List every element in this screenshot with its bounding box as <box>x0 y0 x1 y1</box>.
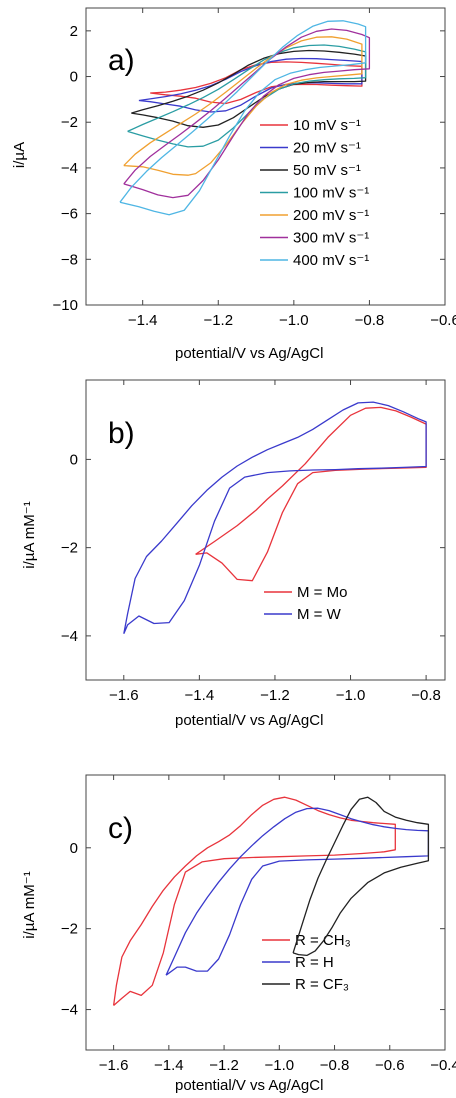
series-line-5 <box>123 36 363 176</box>
chart-panel-1: −1.4 −1.2 −1.0 −0.8 −0.6 2 0 −2 −4 −6 −8 −10 potenti… <box>11 7 456 362</box>
y-tick-label: −2 <box>61 540 78 557</box>
y-tick-label: 2 <box>70 23 78 40</box>
panel-label: b) <box>108 417 135 450</box>
x-tick-label: −1.4 <box>154 1057 184 1074</box>
x-tick-label: −0.8 <box>411 687 441 704</box>
series-line-1 <box>195 406 427 582</box>
legend-entry: 20 mV s⁻¹ <box>293 140 361 157</box>
x-tick-label: −1.0 <box>264 1057 294 1074</box>
x-axis-label: potential/V vs Ag/AgCl <box>175 345 323 362</box>
plot-frame <box>85 379 446 681</box>
plot-frame <box>85 7 446 306</box>
x-axis-label: potential/V vs Ag/AgCl <box>175 712 323 729</box>
y-tick-label: −10 <box>53 297 78 314</box>
legend-entry: R = CH₃ <box>295 932 351 949</box>
legend-entry: 100 mV s⁻¹ <box>293 185 369 202</box>
series-line-2 <box>123 401 427 634</box>
legend-entry: M = Mo <box>297 584 347 601</box>
legend-entry: 50 mV s⁻¹ <box>293 162 361 179</box>
y-tick-label: −8 <box>61 251 78 268</box>
y-tick-label: −4 <box>61 160 78 177</box>
y-axis-label: i/µA <box>11 142 28 168</box>
legend-entry: 200 mV s⁻¹ <box>293 207 369 224</box>
series-line-1 <box>112 796 396 1006</box>
y-tick-label: 0 <box>70 840 78 857</box>
legend-entry: 300 mV s⁻¹ <box>293 230 369 247</box>
y-axis-label: i/µA mM⁻¹ <box>21 501 38 568</box>
y-tick-label: −4 <box>61 1002 78 1019</box>
x-tick-label: −1.2 <box>203 312 233 329</box>
x-tick-label: −1.0 <box>279 312 309 329</box>
y-tick-label: 0 <box>70 69 78 86</box>
x-tick-label: −0.6 <box>375 1057 405 1074</box>
x-tick-label: −0.4 <box>430 1057 456 1074</box>
legend-entry: M = W <box>297 606 342 623</box>
y-tick-label: −2 <box>61 114 78 131</box>
series-line-7 <box>119 20 367 216</box>
plot-frame <box>85 774 446 1051</box>
x-tick-label: −1.2 <box>209 1057 239 1074</box>
legend-entry: 10 mV s⁻¹ <box>293 117 361 134</box>
y-tick-label: 0 <box>70 451 78 468</box>
x-tick-label: −0.6 <box>430 312 456 329</box>
legend-entry: 400 mV s⁻¹ <box>293 252 369 269</box>
y-tick-label: −2 <box>61 921 78 938</box>
x-tick-label: −1.4 <box>185 687 215 704</box>
x-tick-label: −1.6 <box>99 1057 129 1074</box>
series-line-2 <box>165 807 430 976</box>
series-line-4 <box>127 44 367 148</box>
chart-panel-2: −1.6 −1.4 −1.2 −1.0 −0.8 0 −2 −4 potential/V vs … <box>21 379 446 729</box>
x-axis-label: potential/V vs Ag/AgCl <box>175 1077 323 1094</box>
y-tick-label: −4 <box>61 628 78 645</box>
panel-label: c) <box>108 812 133 845</box>
panel-label: a) <box>108 44 135 77</box>
x-tick-label: −1.4 <box>128 312 158 329</box>
legend-entry: R = H <box>295 954 334 971</box>
x-tick-label: −1.2 <box>260 687 290 704</box>
y-axis-label: i/µA mM⁻¹ <box>21 871 38 938</box>
chart-panel-3: −1.6 −1.4 −1.2 −1.0 −0.8 −0.6 −0.4 0 −2 −4 potenti… <box>21 774 456 1094</box>
legend-entry: R = CF₃ <box>295 976 349 993</box>
x-tick-label: −0.8 <box>355 312 385 329</box>
x-tick-label: −1.0 <box>336 687 366 704</box>
x-tick-label: −0.8 <box>320 1057 350 1074</box>
x-tick-label: −1.6 <box>109 687 139 704</box>
series-line-3 <box>292 796 430 957</box>
y-tick-label: −6 <box>61 206 78 223</box>
